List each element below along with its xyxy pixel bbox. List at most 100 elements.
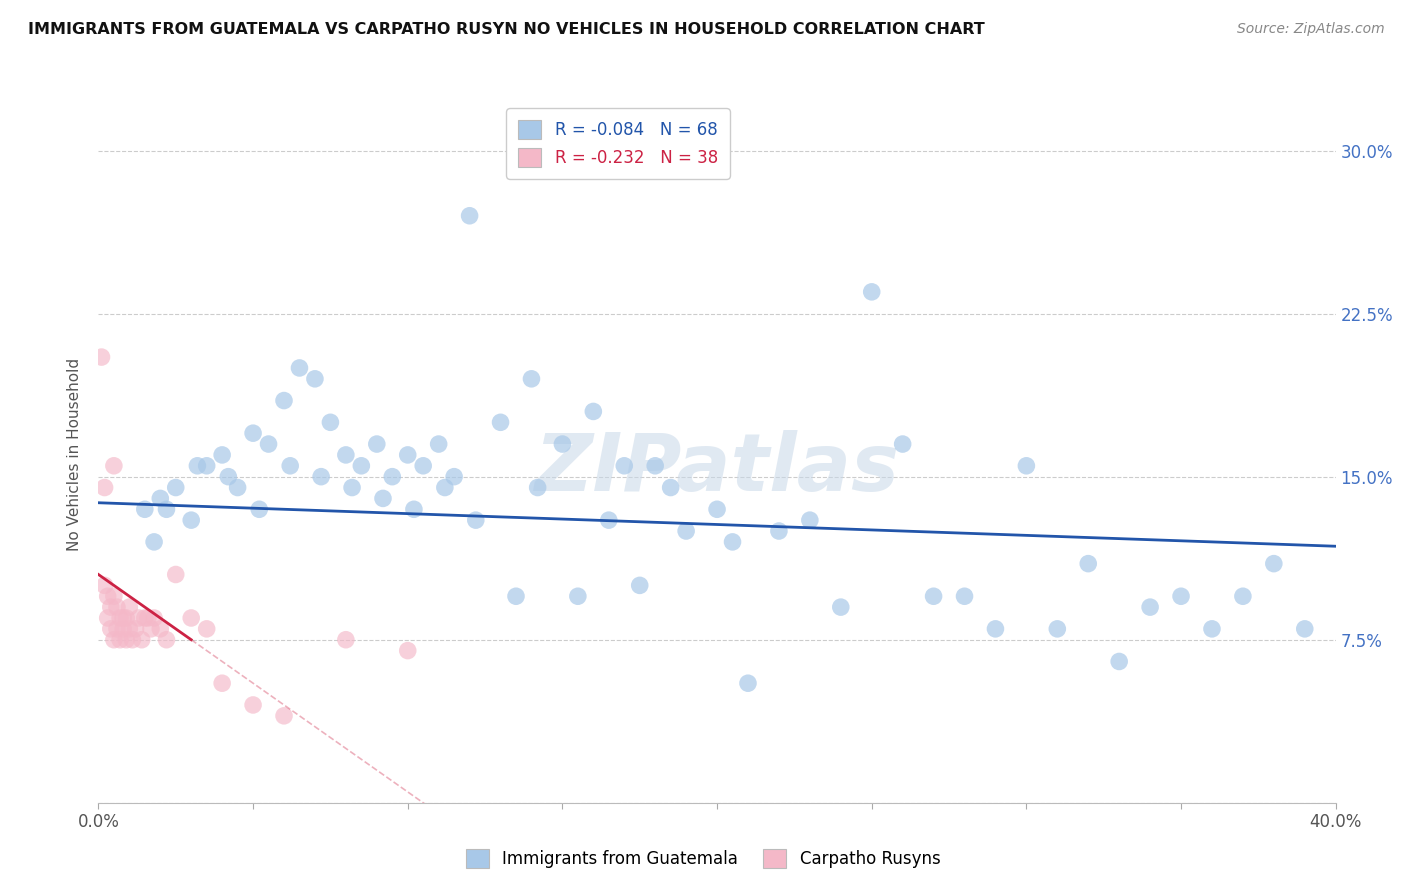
Point: [112, 611, 135, 625]
Point: [721, 535, 744, 549]
Point: [526, 481, 548, 495]
Point: [100, 600, 122, 615]
Point: [505, 589, 527, 603]
Point: [644, 458, 666, 473]
Point: [1015, 458, 1038, 473]
Point: [242, 426, 264, 441]
Point: [922, 589, 945, 603]
Point: [93, 578, 115, 592]
Point: [273, 708, 295, 723]
Point: [1108, 655, 1130, 669]
Point: [830, 600, 852, 615]
Point: [613, 458, 636, 473]
Text: Source: ZipAtlas.com: Source: ZipAtlas.com: [1237, 22, 1385, 37]
Point: [118, 600, 141, 615]
Point: [582, 404, 605, 418]
Legend: R = -0.084   N = 68, R = -0.232   N = 38: R = -0.084 N = 68, R = -0.232 N = 38: [506, 109, 730, 178]
Point: [257, 437, 280, 451]
Point: [155, 502, 177, 516]
Point: [340, 481, 363, 495]
Y-axis label: No Vehicles in Household: No Vehicles in Household: [67, 359, 83, 551]
Point: [278, 458, 301, 473]
Point: [1170, 589, 1192, 603]
Point: [247, 502, 270, 516]
Point: [304, 372, 326, 386]
Point: [350, 458, 373, 473]
Point: [97, 589, 120, 603]
Point: [598, 513, 620, 527]
Point: [93, 481, 115, 495]
Point: [768, 524, 790, 538]
Point: [628, 578, 651, 592]
Point: [433, 481, 456, 495]
Point: [443, 469, 465, 483]
Point: [97, 611, 120, 625]
Point: [953, 589, 976, 603]
Point: [371, 491, 394, 506]
Point: [458, 209, 481, 223]
Point: [319, 415, 342, 429]
Point: [335, 448, 357, 462]
Point: [108, 632, 131, 647]
Point: [799, 513, 821, 527]
Point: [90, 350, 112, 364]
Point: [211, 676, 233, 690]
Point: [396, 643, 419, 657]
Point: [155, 632, 177, 647]
Point: [103, 458, 125, 473]
Point: [128, 611, 150, 625]
Point: [165, 567, 187, 582]
Point: [381, 469, 404, 483]
Point: [112, 622, 135, 636]
Point: [706, 502, 728, 516]
Point: [1046, 622, 1069, 636]
Point: [108, 611, 131, 625]
Point: [115, 632, 138, 647]
Point: [412, 458, 434, 473]
Legend: Immigrants from Guatemala, Carpatho Rusyns: Immigrants from Guatemala, Carpatho Rusy…: [458, 842, 948, 875]
Point: [659, 481, 682, 495]
Point: [134, 502, 156, 516]
Point: [105, 600, 128, 615]
Point: [567, 589, 589, 603]
Point: [165, 481, 187, 495]
Point: [143, 535, 166, 549]
Point: [1263, 557, 1285, 571]
Point: [103, 632, 125, 647]
Point: [136, 611, 159, 625]
Point: [427, 437, 450, 451]
Point: [195, 622, 218, 636]
Point: [100, 622, 122, 636]
Point: [366, 437, 388, 451]
Point: [860, 285, 883, 299]
Point: [335, 632, 357, 647]
Point: [124, 622, 146, 636]
Point: [134, 611, 156, 625]
Point: [309, 469, 332, 483]
Point: [131, 632, 153, 647]
Point: [105, 622, 128, 636]
Point: [115, 611, 138, 625]
Point: [984, 622, 1007, 636]
Point: [1077, 557, 1099, 571]
Point: [195, 458, 218, 473]
Point: [273, 393, 295, 408]
Text: ZIPatlas: ZIPatlas: [534, 430, 900, 508]
Point: [149, 491, 172, 506]
Point: [211, 448, 233, 462]
Text: IMMIGRANTS FROM GUATEMALA VS CARPATHO RUSYN NO VEHICLES IN HOUSEHOLD CORRELATION: IMMIGRANTS FROM GUATEMALA VS CARPATHO RU…: [28, 22, 984, 37]
Point: [103, 589, 125, 603]
Point: [464, 513, 486, 527]
Point: [180, 611, 202, 625]
Point: [121, 632, 143, 647]
Point: [217, 469, 239, 483]
Point: [396, 448, 419, 462]
Point: [520, 372, 543, 386]
Point: [186, 458, 208, 473]
Point: [489, 415, 512, 429]
Point: [118, 622, 141, 636]
Point: [1232, 589, 1254, 603]
Point: [1139, 600, 1161, 615]
Point: [737, 676, 759, 690]
Point: [551, 437, 574, 451]
